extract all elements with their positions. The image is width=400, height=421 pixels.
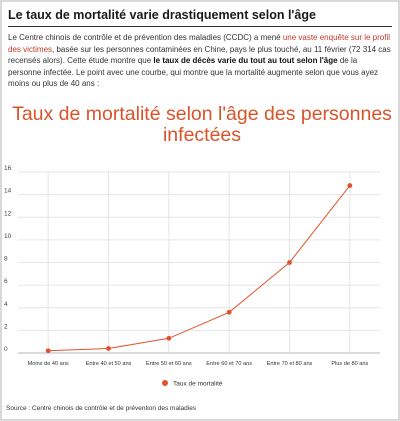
x-tick-label: Entre 40 et 50 ans — [86, 361, 132, 367]
x-tick-labels: Moins de 40 ans Entre 40 et 50 ans Entre 5… — [28, 361, 369, 367]
x-tick-label: Entre 50 et 60 ans — [146, 361, 192, 367]
x-tick-label: Entre 70 et 80 ans — [267, 361, 313, 367]
data-point — [166, 335, 172, 341]
y-tick-label: 8 — [4, 256, 8, 263]
headline-divider — [8, 26, 392, 27]
intro-bold: le taux de décès varie du tout au tout s… — [153, 56, 338, 65]
intro-text-3: de la personne infectée. Le point avec u… — [8, 56, 379, 88]
survey-link[interactable]: une vaste enquête sur le profil des vict… — [8, 33, 390, 54]
chart-title: Taux de mortalité selon l'âge des person… — [12, 103, 392, 146]
x-tick-label: Plus de 80 ans — [331, 361, 368, 367]
data-point — [106, 346, 111, 351]
series-line — [48, 185, 351, 352]
chart-grid — [18, 171, 380, 354]
data-point — [45, 348, 51, 354]
intro-paragraph: Le Centre chinois de contrôle et de prév… — [8, 32, 392, 90]
y-tick-label: 10 — [4, 233, 12, 240]
y-tick-label: 16 — [4, 165, 12, 172]
data-point — [347, 183, 353, 188]
x-tick-label: Entre 60 et 70 ans — [206, 361, 252, 367]
y-tick-label: 2 — [4, 323, 8, 330]
source-note: Source : Centre chinois de contrôle et d… — [6, 405, 197, 412]
legend-label: Taux de mortalité — [173, 381, 223, 388]
legend-marker — [162, 380, 168, 386]
series-points — [45, 183, 353, 354]
y-tick-label: 0 — [4, 346, 8, 353]
x-tick-label: Moins de 40 ans — [28, 361, 69, 367]
data-point — [287, 260, 292, 265]
y-tick-label: 14 — [4, 188, 12, 195]
y-tick-label: 4 — [4, 301, 8, 308]
y-tick-label: 12 — [4, 210, 12, 217]
intro-text-1: Le Centre chinois de contrôle et de prév… — [8, 33, 283, 42]
y-tick-label: 6 — [4, 278, 8, 285]
line-chart: 0 2 4 6 8 10 12 14 16 Moins de 40 ans Entre 40 et… — [4, 165, 380, 388]
y-tick-labels: 0 2 4 6 8 10 12 14 16 — [4, 165, 12, 353]
intro-text-2: , basée sur les personnes contaminées en… — [8, 44, 391, 66]
headline: Le taux de mortalité varie drastiquement… — [8, 8, 316, 22]
legend: Taux de mortalité — [162, 380, 223, 388]
data-point — [226, 309, 232, 315]
